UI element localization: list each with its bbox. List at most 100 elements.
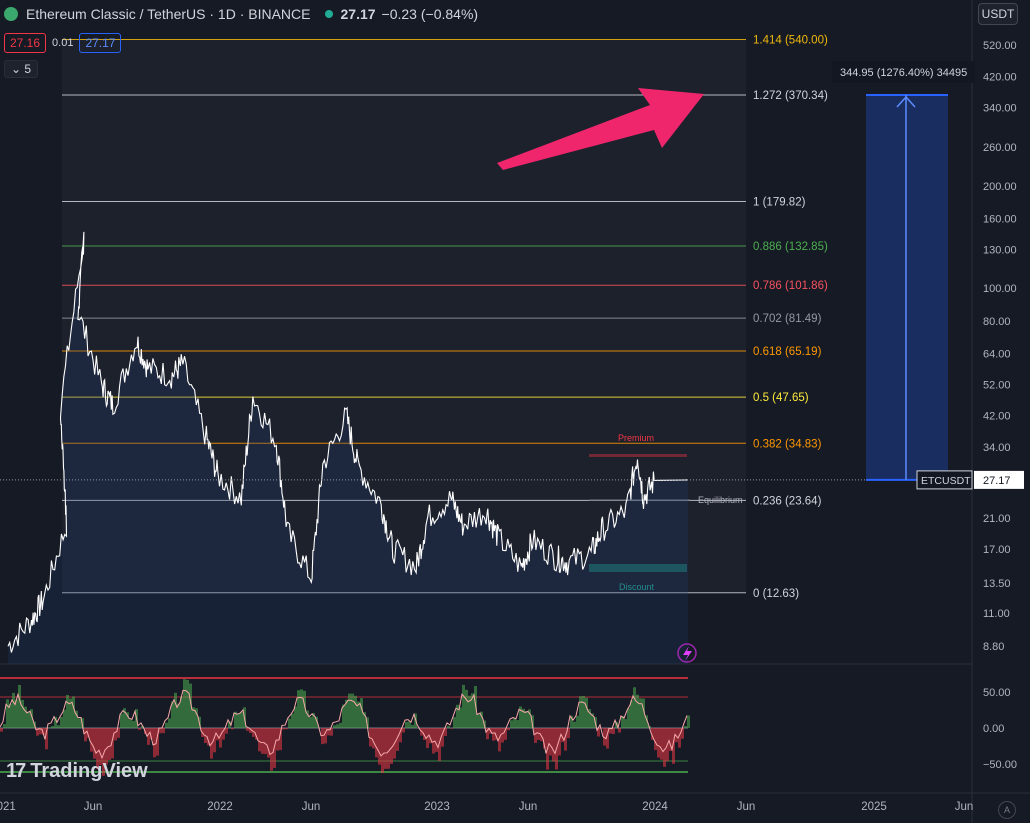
rsi-histogram-bar (513, 718, 516, 728)
fib-level-label: 0 (12.63) (753, 588, 799, 600)
rsi-histogram-bar (150, 728, 153, 740)
buy-button[interactable]: 27.17 (79, 33, 122, 53)
rsi-histogram-bar (510, 720, 513, 728)
rsi-histogram-bar (543, 728, 546, 749)
fib-level-label: 0.702 (81.49) (753, 313, 822, 325)
rsi-histogram-bar (216, 728, 219, 741)
rsi-histogram-bar (459, 707, 462, 728)
rsi-histogram-bar (585, 697, 588, 728)
tradingview-watermark: 17 TradingView (6, 760, 148, 783)
rsi-histogram-bar (63, 709, 66, 728)
rsi-histogram-bar (633, 687, 636, 728)
fib-level-label: 0.618 (65.19) (753, 346, 822, 358)
rsi-histogram-bar (408, 721, 411, 728)
rsi-histogram-bar (363, 712, 366, 728)
rsi-histogram-bar (30, 709, 33, 728)
rsi-histogram-bar (678, 728, 681, 748)
rsi-histogram-bar (603, 728, 606, 746)
auto-scale-button[interactable]: A (998, 801, 1016, 819)
rsi-histogram-bar (120, 713, 123, 728)
rsi-histogram-bar (285, 728, 288, 730)
rsi-histogram-bar (300, 689, 303, 728)
rsi-histogram-bar (522, 708, 525, 728)
rsi-histogram-bar (330, 728, 333, 736)
rsi-histogram-bar (537, 728, 540, 740)
rsi-histogram-bar (558, 728, 561, 756)
currency-select[interactable]: USDT (978, 3, 1018, 25)
y-tick-label: 520.00 (983, 40, 1017, 52)
fib-level-label: 0.886 (132.85) (753, 241, 828, 253)
rsi-histogram-bar (399, 728, 402, 743)
rsi-histogram-bar (636, 694, 639, 728)
rsi-histogram-bar (501, 728, 504, 743)
fib-level-label: 0.236 (23.64) (753, 495, 822, 507)
x-tick-label: Jun (519, 801, 538, 813)
rsi-tick-label: 50.00 (983, 687, 1011, 699)
price-area-fill (8, 231, 688, 664)
rsi-histogram-bar (471, 693, 474, 728)
rsi-histogram-bar (282, 728, 285, 730)
chevron-down-icon: ⌄ (11, 62, 22, 76)
x-tick-label: 2025 (861, 801, 887, 813)
chart-header: Ethereum Classic / TetherUS · 1D · BINAN… (0, 4, 478, 24)
y-tick-label: 52.00 (983, 379, 1011, 391)
rsi-histogram-bar (435, 728, 438, 752)
rsi-histogram-bar (582, 695, 585, 728)
rsi-histogram-bar (663, 728, 666, 767)
rsi-histogram-bar (246, 728, 249, 731)
current-price: 27.17 (340, 6, 376, 22)
rsi-histogram-bar (591, 713, 594, 728)
rsi-histogram-bar (552, 728, 555, 762)
rsi-histogram-bar (576, 715, 579, 728)
x-tick-label: 2021 (0, 801, 16, 813)
rsi-histogram-bar (12, 692, 15, 728)
rsi-histogram-bar (96, 728, 99, 769)
rsi-histogram-bar (468, 695, 471, 728)
sell-button[interactable]: 27.16 (4, 33, 47, 53)
rsi-histogram-bar (258, 728, 261, 752)
rsi-histogram-bar (117, 728, 120, 738)
rsi-histogram-bar (162, 728, 165, 734)
rsi-histogram-bar (486, 728, 489, 740)
rsi-histogram-bar (105, 728, 108, 765)
rsi-histogram-bar (492, 728, 495, 741)
rsi-histogram-bar (477, 713, 480, 728)
fib-level-label: 0.5 (47.65) (753, 392, 809, 404)
rsi-histogram-bar (321, 728, 324, 745)
rsi-histogram-bar (369, 728, 372, 747)
rsi-histogram-bar (54, 716, 57, 728)
rsi-histogram-bar (465, 689, 468, 728)
rsi-histogram-bar (528, 709, 531, 728)
rsi-histogram-bar (654, 728, 657, 751)
rsi-histogram-bar (429, 728, 432, 744)
discount-zone-label: Discount (619, 582, 655, 592)
rsi-histogram-bar (384, 728, 387, 769)
y-tick-label: 42.00 (983, 411, 1011, 423)
rsi-histogram-bar (108, 728, 111, 760)
rsi-histogram-bar (564, 728, 567, 751)
projection-box (866, 95, 948, 480)
y-tick-label: 80.00 (983, 316, 1011, 328)
rsi-histogram-bar (687, 715, 690, 728)
price-line (7, 231, 689, 653)
flash-icon-ring (677, 643, 697, 663)
rsi-histogram-bar (141, 725, 144, 728)
rsi-histogram-bar (222, 728, 225, 740)
rsi-histogram-bar (516, 720, 519, 728)
rsi-histogram-bar (57, 725, 60, 728)
rsi-histogram-bar (360, 698, 363, 728)
rsi-histogram-bar (354, 695, 357, 728)
rsi-histogram-bar (234, 711, 237, 728)
x-tick-label: Jun (955, 801, 974, 813)
rsi-histogram-bar (324, 728, 327, 744)
rsi-histogram-bar (132, 720, 135, 728)
rsi-histogram-bar (294, 706, 297, 728)
indicators-toggle-button[interactable]: ⌄ 5 (4, 60, 39, 78)
rsi-histogram-bar (6, 699, 9, 728)
rsi-histogram-bar (111, 728, 114, 759)
rsi-histogram-bar (441, 728, 444, 747)
symbol-title[interactable]: Ethereum Classic / TetherUS · 1D · BINAN… (26, 6, 311, 22)
rsi-histogram-bar (642, 698, 645, 728)
rsi-histogram-bar (312, 712, 315, 728)
